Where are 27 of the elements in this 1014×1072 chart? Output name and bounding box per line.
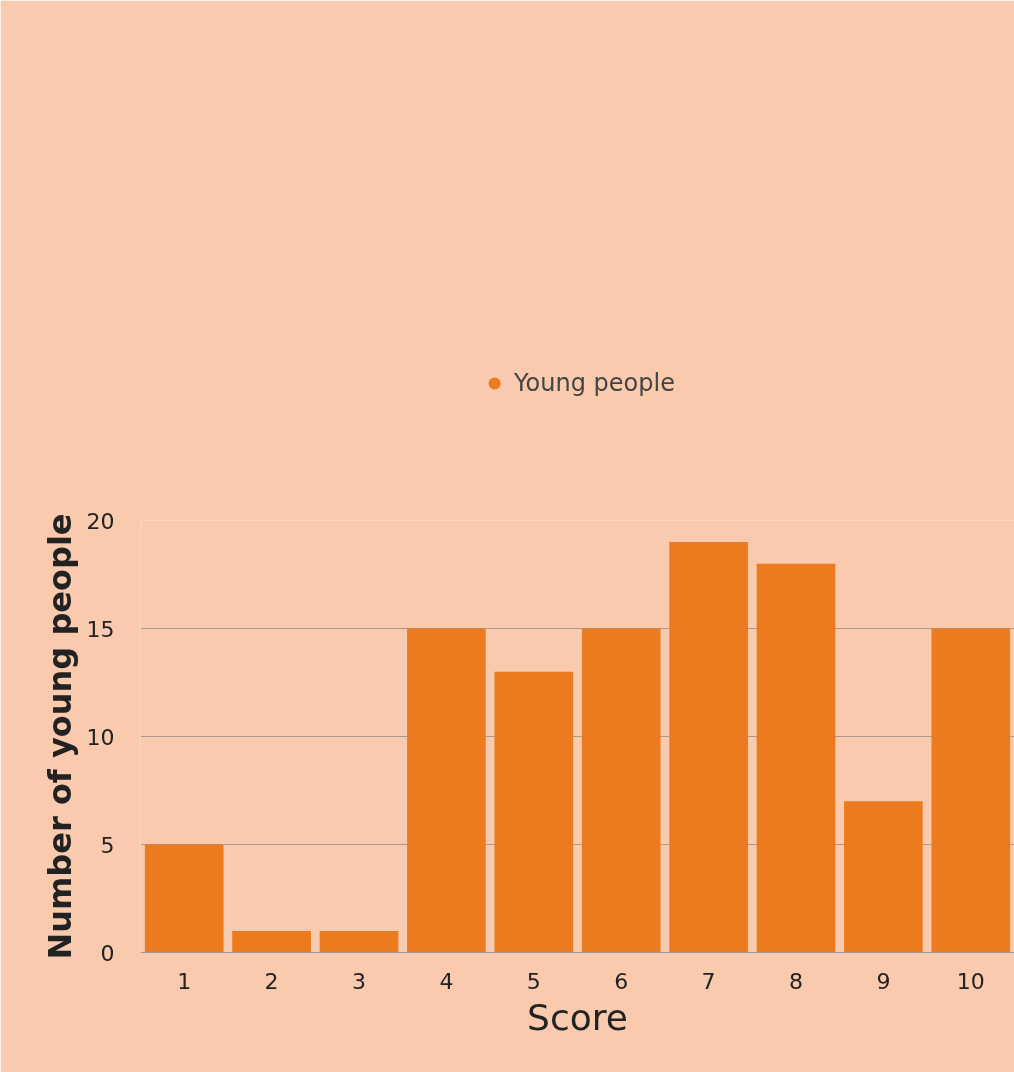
- x-tick-label: 9: [876, 968, 891, 994]
- x-tick-label: 4: [439, 968, 454, 994]
- x-tick-label: 6: [614, 968, 629, 994]
- x-tick-label: 5: [526, 968, 541, 994]
- y-tick-label: 10: [86, 724, 115, 750]
- legend-label: Young people: [514, 368, 675, 397]
- x-axis-title: Score: [527, 996, 628, 1038]
- bar: [407, 628, 486, 953]
- x-tick-label: 2: [264, 968, 279, 994]
- x-tick-label: 1: [177, 968, 192, 994]
- bar: [756, 563, 836, 953]
- x-tick-label: 7: [701, 968, 716, 994]
- bar: [581, 628, 661, 953]
- bar: [844, 801, 923, 953]
- y-tick-label: 15: [86, 616, 115, 642]
- y-tick-label: 20: [86, 508, 115, 534]
- bar: [319, 930, 399, 953]
- bar: [494, 671, 574, 953]
- x-tick-label: 10: [956, 968, 985, 994]
- bar: [232, 930, 311, 953]
- y-axis-title: Number of young people: [40, 513, 79, 960]
- bar: [931, 628, 1011, 953]
- bar: [669, 542, 748, 953]
- x-tick-label: 8: [789, 968, 803, 994]
- y-tick-label: 0: [100, 940, 115, 966]
- y-tick-label: 5: [100, 832, 115, 858]
- x-tick-label: 3: [352, 968, 366, 994]
